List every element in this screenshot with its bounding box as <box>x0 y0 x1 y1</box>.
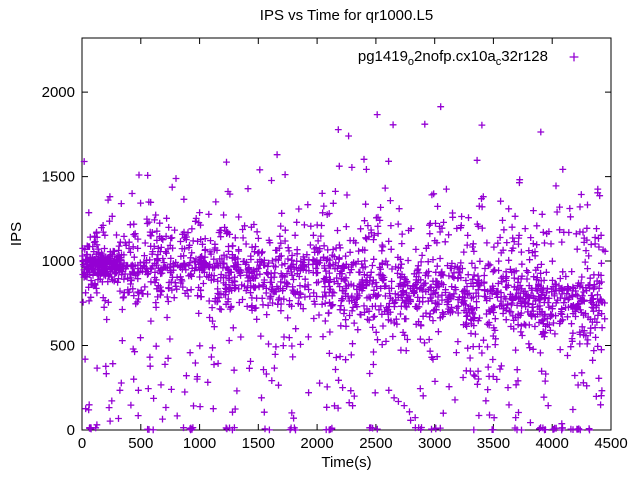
y-tick-label: 2000 <box>42 84 75 101</box>
y-axis-label: IPS <box>8 221 25 247</box>
y-tick-label: 500 <box>50 338 75 355</box>
x-tick-label: 2500 <box>359 435 392 452</box>
y-tick-label: 1500 <box>42 169 75 186</box>
legend-series-label: pg1419o2nofp.cx10ac32r128 <box>357 48 548 68</box>
x-tick-label: 4500 <box>594 435 627 452</box>
y-tick-label: 1000 <box>42 253 75 270</box>
x-tick-label: 0 <box>78 435 86 452</box>
legend: pg1419o2nofp.cx10ac32r128 <box>357 48 548 68</box>
x-axis-label: Time(s) <box>321 454 372 471</box>
x-tick-label: 2000 <box>300 435 333 452</box>
plot-frame <box>81 37 612 431</box>
axis-ticks <box>81 38 612 431</box>
chart-title: IPS vs Time for qr1000.L5 <box>259 7 434 24</box>
x-tick-label: 500 <box>128 435 153 452</box>
scatter-points <box>79 103 609 434</box>
x-tick-label: 3500 <box>477 435 510 452</box>
y-tick-label: 0 <box>67 422 75 439</box>
legend-plus-marker-icon <box>569 52 579 62</box>
x-tick-label: 3000 <box>418 435 451 452</box>
x-tick-label: 4000 <box>536 435 569 452</box>
x-tick-label: 1000 <box>183 435 216 452</box>
x-tick-label: 1500 <box>242 435 275 452</box>
